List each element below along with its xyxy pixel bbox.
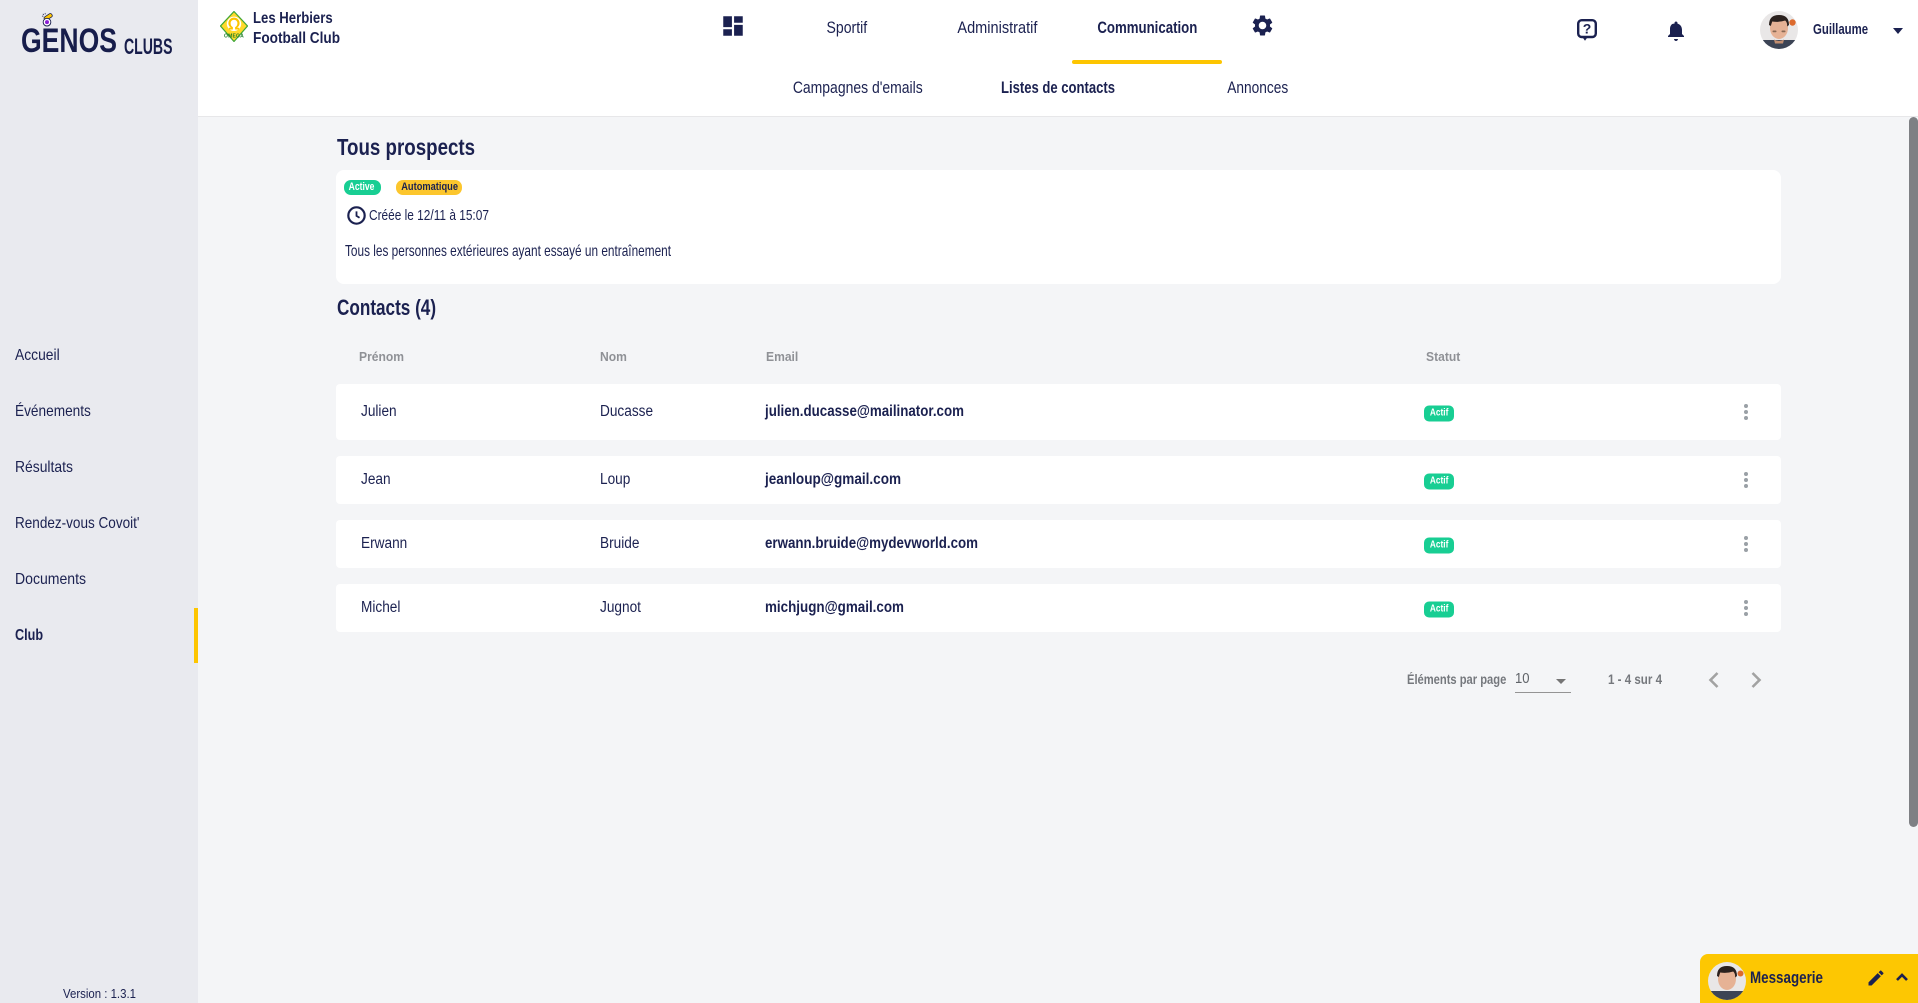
svg-text:?: ? — [1583, 21, 1592, 37]
svg-text:OMEGA: OMEGA — [224, 34, 244, 40]
